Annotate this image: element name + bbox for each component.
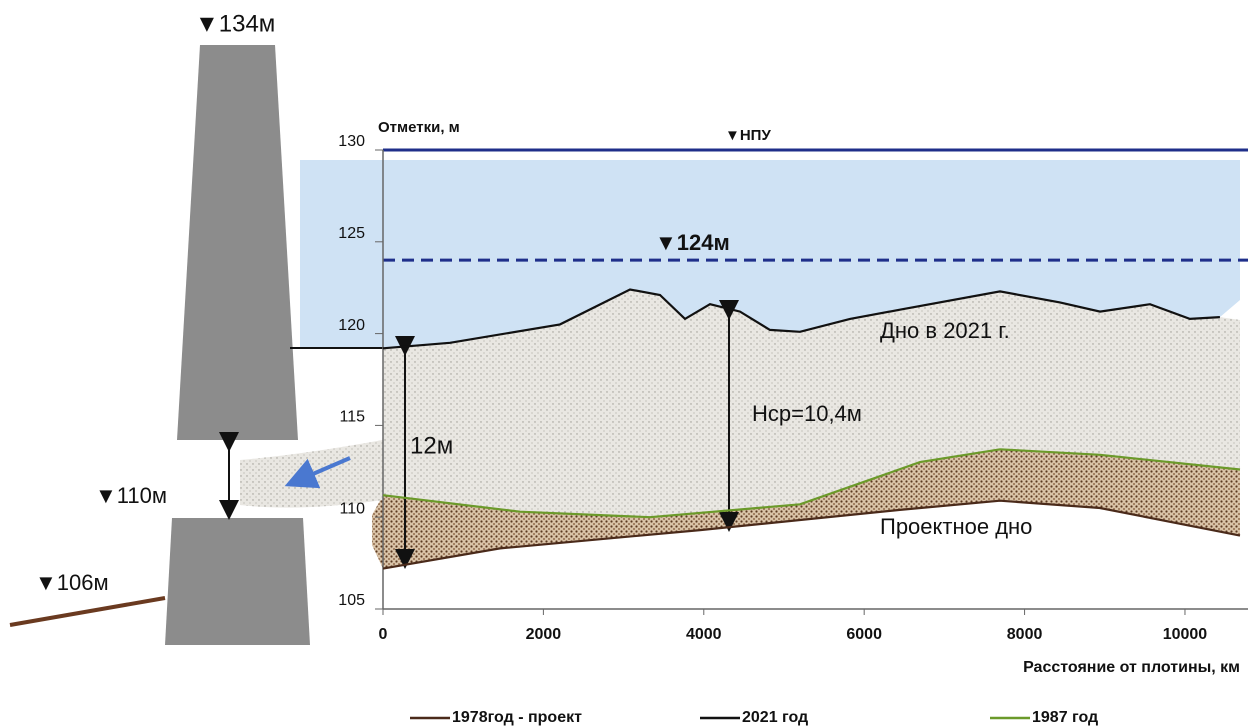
old-sediment [372,449,1240,569]
annotation: Hcp=10,4м [752,401,862,426]
y-axis-label: Отметки, м [378,119,460,136]
y-tick-label: 130 [338,133,365,150]
plot: ▼НПУ ▼124м 105 110 115 120 125 130 0 2000 4000 6000… [338,127,1248,643]
series-line [382,499,1241,570]
dam-upper [177,45,298,440]
annotation: ▼134м [195,10,275,37]
x-tick-label: 2000 [526,626,562,643]
y-tick-label: 110 [339,500,365,517]
x-axis-label: Расстояние от плотины, км [1023,659,1240,676]
x-tick-label: 0 [379,626,388,643]
sediment [383,289,1240,518]
y-tick-label: 120 [338,317,365,334]
series-line [382,288,1220,350]
x-tick-label: 10000 [1163,626,1208,643]
x-tick-label: 6000 [846,626,882,643]
y-tick-label: 105 [338,592,365,609]
dam-lower [165,518,310,645]
flow-arrow [284,456,351,489]
reference-label: ▼124м [655,230,730,255]
series-line [382,448,1241,519]
fills [300,160,1240,569]
annotation: ▼106м [35,570,109,595]
y-tick-label: 125 [338,225,365,242]
legend: 1978год - проект 2021 год 1987 год [410,709,1098,726]
annotation: ▼110м [95,483,167,508]
y-tick-label: 115 [339,409,365,426]
x-tick-label: 4000 [686,626,722,643]
water [300,160,1240,349]
legend-label: 1987 год [1032,709,1098,726]
annotation: Дно в 2021 г. [880,318,1010,343]
downstream-bed [9,596,166,627]
reference-label: ▼НПУ [725,127,771,144]
legend-label: 1978год - проект [452,709,582,726]
legend-label: 2021 год [742,709,808,726]
annotation: 12м [410,432,453,459]
annotation: Проектное дно [880,514,1032,539]
x-tick-label: 8000 [1007,626,1043,643]
